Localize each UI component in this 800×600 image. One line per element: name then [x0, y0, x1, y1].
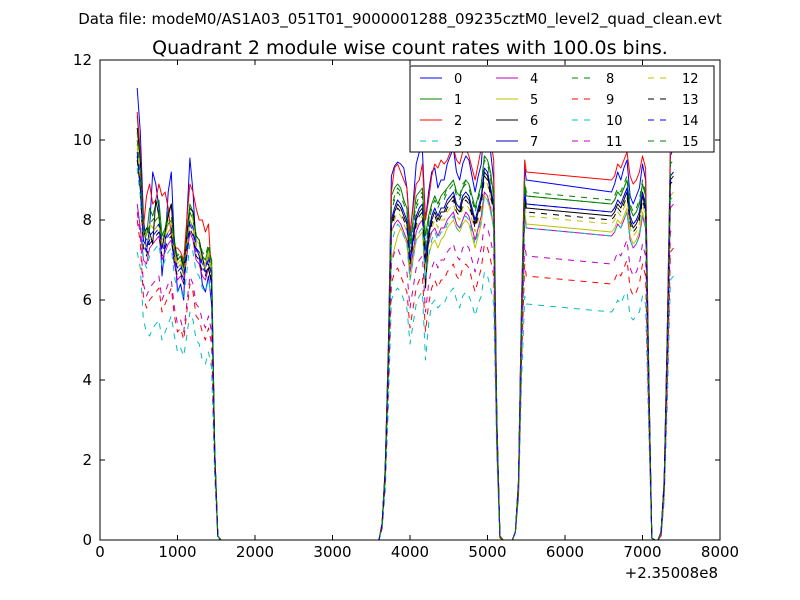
series-line-9 — [136, 219, 674, 540]
legend-label-4: 4 — [530, 72, 538, 87]
x-tick-label: 8000 — [701, 543, 739, 561]
legend-label-8: 8 — [606, 72, 614, 87]
x-tick-label: 7000 — [623, 543, 661, 561]
legend-label-5: 5 — [530, 93, 538, 108]
legend-label-12: 12 — [682, 72, 699, 87]
chart-title: Quadrant 2 module wise count rates with … — [152, 37, 668, 59]
y-tick-label: 6 — [82, 291, 92, 309]
legend-box — [409, 65, 715, 153]
x-offset-label: +2.35008e8 — [625, 564, 718, 582]
legend-label-9: 9 — [606, 93, 614, 108]
x-tick-label: 1000 — [158, 543, 196, 561]
x-tick-label: 2000 — [236, 543, 274, 561]
x-tick-label: 5000 — [468, 543, 506, 561]
legend-label-6: 6 — [530, 114, 538, 129]
y-tick-label: 10 — [73, 131, 92, 149]
legend-label-7: 7 — [530, 135, 538, 150]
x-axis: 0 1000 2000 3000 4000 5000 6000 7000 8000 — [95, 60, 739, 561]
y-tick-label: 0 — [82, 531, 92, 549]
y-tick-label: 12 — [73, 51, 92, 69]
legend-label-2: 2 — [454, 114, 462, 129]
legend-label-15: 15 — [682, 135, 699, 150]
y-tick-label: 8 — [82, 211, 92, 229]
x-tick-label: 4000 — [391, 543, 429, 561]
x-tick-label: 3000 — [313, 543, 351, 561]
legend-label-13: 13 — [682, 93, 699, 108]
series-line-11 — [136, 211, 674, 540]
legend-label-0: 0 — [454, 72, 462, 87]
legend-label-1: 1 — [454, 93, 462, 108]
legend-label-3: 3 — [454, 135, 462, 150]
x-tick-label: 0 — [95, 543, 105, 561]
series-line-14 — [136, 151, 674, 540]
y-tick-label: 2 — [82, 451, 92, 469]
series-line-0 — [136, 87, 674, 540]
series-line-3 — [136, 251, 674, 540]
series-line-10 — [136, 167, 674, 540]
x-tick-label: 6000 — [546, 543, 584, 561]
legend-label-11: 11 — [606, 135, 623, 150]
legend-label-14: 14 — [682, 114, 699, 129]
y-tick-label: 4 — [82, 371, 92, 389]
series-line-12 — [136, 147, 674, 540]
series-line-2 — [136, 111, 674, 540]
legend-label-10: 10 — [606, 114, 623, 129]
series-layer — [136, 87, 674, 540]
series-line-6 — [136, 127, 674, 540]
data-file-header: Data file: modeM0/AS1A03_051T01_90000012… — [78, 10, 722, 29]
